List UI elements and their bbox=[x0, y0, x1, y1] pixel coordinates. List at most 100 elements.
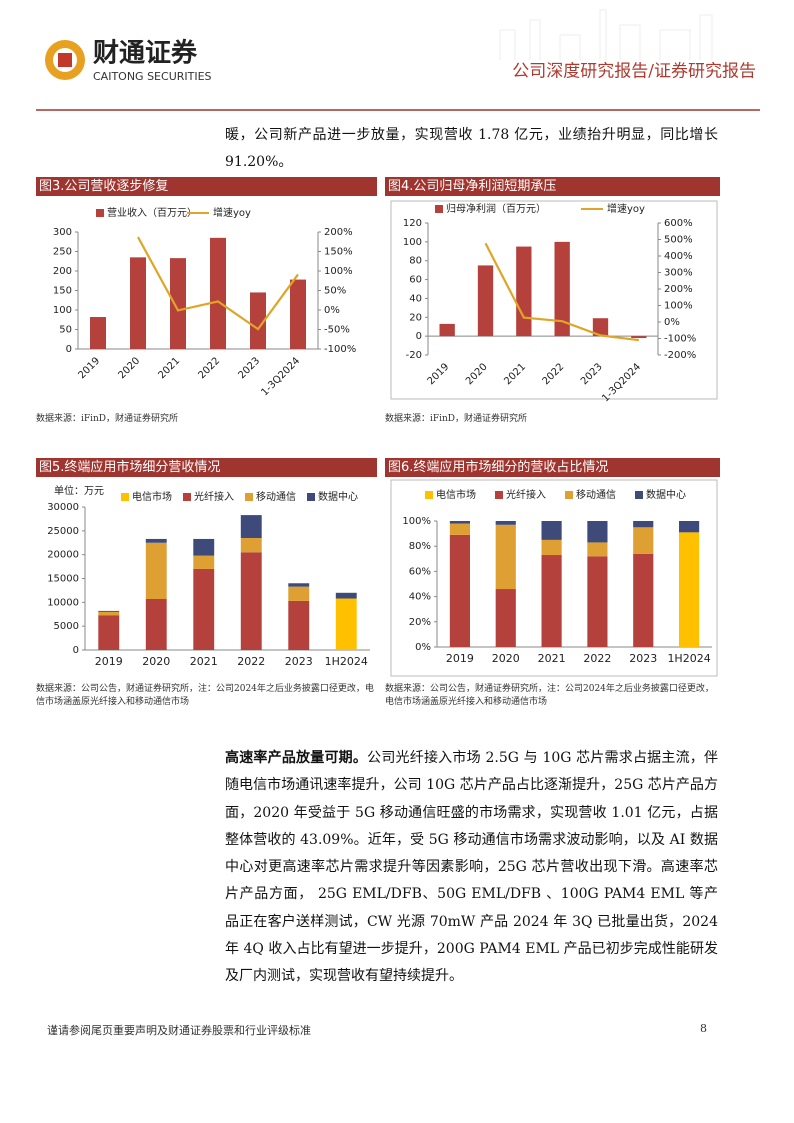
y-tick-label: 300 bbox=[53, 227, 72, 238]
source: 数据来源：iFinD，财通证券研究所 bbox=[36, 414, 179, 424]
bar-segment bbox=[288, 586, 310, 601]
x-tick-label: 2019 bbox=[446, 652, 474, 665]
y-tick-label: 20 bbox=[409, 312, 422, 323]
y2-tick-label: 50% bbox=[324, 286, 346, 297]
legend-label: 移动通信 bbox=[256, 490, 296, 503]
figure-title: 图6.终端应用市场细分的营收占比情况 bbox=[385, 458, 720, 477]
x-tick-label: 2019 bbox=[95, 655, 123, 668]
figure: 图6.终端应用市场细分的营收占比情况 0% 20% 40% 60% 80% 100% 201… bbox=[385, 458, 720, 709]
bar-segment bbox=[633, 527, 654, 554]
chart: 0% 20% 40% 60% 80% 100% 2019 2020 2021 2022 2023 1H… bbox=[390, 479, 718, 677]
y-tick-label: 20% bbox=[409, 617, 431, 628]
bar-segment bbox=[679, 532, 700, 647]
bar-segment bbox=[335, 598, 357, 650]
bar-segment bbox=[587, 556, 608, 647]
bar-segment bbox=[541, 539, 562, 556]
bar-segment bbox=[495, 524, 516, 590]
line bbox=[484, 242, 639, 342]
bar bbox=[130, 257, 146, 349]
chart: -20 0 20 40 60 80 100 120 -200% -100% 0% 100% 200% 30… bbox=[390, 200, 718, 404]
legend-label: 营业收入（百万元） bbox=[107, 206, 197, 219]
bar-segment bbox=[98, 610, 120, 612]
figure: 图5.终端应用市场细分营收情况 0 5000 10000 15000 20000 2500… bbox=[36, 458, 377, 709]
x-tick-label: 1H2024 bbox=[667, 652, 710, 665]
chart-frame bbox=[390, 200, 718, 400]
figure: 图4.公司归母净利润短期承压 -20 0 20 40 60 80 100 120 -200% -1… bbox=[385, 177, 720, 426]
bar-segment bbox=[541, 521, 562, 540]
company-name: 财通证券 bbox=[93, 39, 198, 69]
y2-tick-label: 0% bbox=[664, 317, 680, 328]
bar-segment bbox=[587, 521, 608, 543]
legend-swatch bbox=[96, 209, 104, 217]
y-tick-label: -20 bbox=[406, 350, 422, 361]
y2-tick-label: 200% bbox=[664, 284, 693, 295]
legend-label: 电信市场 bbox=[436, 488, 476, 501]
bar bbox=[631, 336, 647, 339]
x-tick-label: 2021 bbox=[538, 652, 566, 665]
y-tick-label: 0% bbox=[415, 642, 431, 653]
bar-segment bbox=[98, 611, 120, 616]
bar-segment bbox=[495, 521, 516, 525]
y-tick-label: 15000 bbox=[47, 574, 79, 585]
paragraph-lead: 高速率产品放量可期。 bbox=[225, 750, 368, 766]
y2-tick-label: -50% bbox=[324, 325, 350, 336]
bar bbox=[290, 279, 306, 349]
bar-segment bbox=[240, 537, 262, 553]
bar-segment bbox=[288, 583, 310, 587]
x-tick-label: 2019 bbox=[76, 355, 102, 381]
legend-label: 增速yoy bbox=[607, 202, 645, 215]
chart-frame bbox=[390, 479, 718, 677]
x-tick-label: 1-3Q2024 bbox=[259, 355, 302, 398]
bar-segment bbox=[633, 521, 654, 528]
company-name-en: CAITONG SECURITIES bbox=[93, 70, 212, 83]
y-tick-label: 40% bbox=[409, 592, 431, 603]
source: 数据来源：iFinD，财通证券研究所 bbox=[385, 414, 528, 424]
chart: 0 5000 10000 15000 20000 25000 30000 2019 2020 20… bbox=[47, 484, 370, 668]
x-tick-label: 2020 bbox=[142, 655, 170, 668]
logo-icon bbox=[45, 40, 85, 80]
source: 数据来源：公司公告，财通证券研究所，注：公司2024年之后业务披露口径更改，电信… bbox=[36, 684, 374, 707]
y-tick-label: 10000 bbox=[47, 597, 79, 608]
y-tick-label: 25000 bbox=[47, 526, 79, 537]
x-tick-label: 2023 bbox=[629, 652, 657, 665]
figure: 图3.公司营收逐步修复 0 50 100 150 200 250 300 -100% -50% 0… bbox=[36, 177, 377, 426]
y2-tick-label: 100% bbox=[664, 301, 693, 312]
bar-segment bbox=[679, 521, 700, 533]
legend-swatch bbox=[435, 205, 443, 213]
bar-segment bbox=[587, 542, 608, 557]
skyline bbox=[499, 9, 713, 60]
y-tick-label: 0 bbox=[73, 645, 79, 656]
x-tick-label: 2022 bbox=[541, 361, 567, 387]
y2-tick-label: 300% bbox=[664, 268, 693, 279]
chart: 0 50 100 150 200 250 300 -100% -50% 0% 50% 100% 150%… bbox=[53, 206, 356, 398]
bar bbox=[516, 246, 532, 337]
y2-tick-label: 0% bbox=[324, 305, 340, 316]
bar-segment bbox=[495, 589, 516, 647]
x-tick-label: 2020 bbox=[464, 361, 490, 387]
bar-segment bbox=[145, 538, 167, 543]
bar-segment bbox=[193, 555, 215, 569]
bar-segment bbox=[145, 542, 167, 599]
bar-segment bbox=[98, 615, 120, 650]
page-number: 8 bbox=[700, 1022, 707, 1035]
y-tick-label: 80% bbox=[409, 541, 431, 552]
legend-swatch bbox=[565, 491, 573, 499]
legend-label: 光纤接入 bbox=[194, 490, 234, 503]
bar bbox=[90, 317, 106, 349]
report-type: 公司深度研究报告/证券研究报告 bbox=[512, 62, 756, 82]
y-tick-label: 0 bbox=[416, 331, 422, 342]
legend-label: 归母净利润（百万元） bbox=[446, 202, 546, 215]
y2-tick-label: 150% bbox=[324, 247, 353, 258]
x-tick-label: 2022 bbox=[237, 655, 265, 668]
y2-tick-label: 500% bbox=[664, 235, 693, 246]
y-tick-label: 40 bbox=[409, 293, 422, 304]
bar-segment bbox=[449, 521, 470, 524]
bar-segment bbox=[335, 592, 357, 599]
paragraph: 高速率产品放量可期。公司光纤接入市场 2.5G 与 10G 芯片需求占据主流，伴… bbox=[225, 745, 718, 991]
x-tick-label: 2023 bbox=[236, 355, 262, 381]
figure-title: 图3.公司营收逐步修复 bbox=[36, 177, 377, 196]
bar bbox=[592, 318, 609, 337]
y2-tick-label: -200% bbox=[664, 350, 696, 361]
y-tick-label: 100 bbox=[53, 305, 72, 316]
